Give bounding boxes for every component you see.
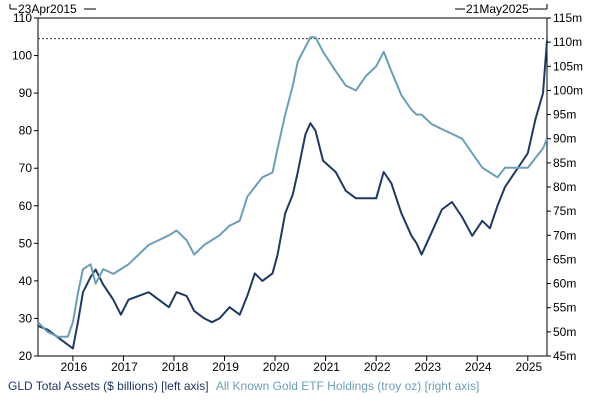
left-tick-label: 100 <box>12 49 32 63</box>
left-tick-label: 60 <box>19 199 33 213</box>
left-tick-label: 20 <box>19 349 33 363</box>
end-label-group: 21May2025 <box>455 2 548 16</box>
right-tick-label: 85m <box>553 156 576 170</box>
x-tick-label: 2020 <box>263 360 290 374</box>
right-tick-label: 100m <box>553 83 583 97</box>
right-tick-label: 105m <box>553 59 583 73</box>
right-axis: 45m 50m 55m 60m 65m 70m 75m 80m 85m 90m 95m 100m 105… <box>547 11 583 363</box>
right-tick-label: 50m <box>553 325 576 339</box>
legend-item-gld: GLD Total Assets ($ billions) [left axis… <box>8 379 209 393</box>
left-axis: 20 30 40 50 60 70 80 90 100 110 <box>12 11 38 363</box>
right-tick-label: 90m <box>553 132 576 146</box>
start-date-label: 23Apr2015 <box>18 2 77 16</box>
right-tick-label: 60m <box>553 277 576 291</box>
right-tick-label: 55m <box>553 301 576 315</box>
x-tick-label: 2025 <box>515 360 542 374</box>
left-tick-label: 110 <box>13 11 32 25</box>
series-line-0 <box>37 40 548 350</box>
right-tick-label: 75m <box>553 204 576 218</box>
left-tick-label: 40 <box>19 274 33 288</box>
series-line-1 <box>37 36 548 338</box>
x-axis: 2016 2017 2018 2019 2020 2021 2022 2023 2024 2025 <box>61 356 542 374</box>
right-tick-label: 80m <box>553 180 576 194</box>
x-tick-label: 2019 <box>212 360 239 374</box>
plot-area <box>37 17 548 357</box>
right-tick-label: 70m <box>553 228 576 242</box>
right-tick-label: 45m <box>553 349 576 363</box>
x-tick-label: 2018 <box>162 360 189 374</box>
end-date-label: 21May2025 <box>466 2 529 16</box>
left-tick-label: 70 <box>19 161 33 175</box>
x-tick-label: 2023 <box>414 360 441 374</box>
left-tick-label: 30 <box>19 311 33 325</box>
x-tick-label: 2022 <box>364 360 391 374</box>
x-tick-label: 2017 <box>111 360 138 374</box>
left-tick-label: 90 <box>19 86 33 100</box>
start-label-group: 23Apr2015 <box>9 2 96 16</box>
x-tick-label: 2024 <box>465 360 492 374</box>
x-tick-label: 2021 <box>313 360 340 374</box>
right-tick-label: 95m <box>553 108 576 122</box>
legend: GLD Total Assets ($ billions) [left axis… <box>8 379 479 393</box>
legend-item-etf: All Known Gold ETF Holdings (troy oz) [r… <box>215 379 480 393</box>
series-layer <box>37 36 548 350</box>
left-tick-label: 50 <box>19 236 33 250</box>
right-tick-label: 65m <box>553 252 576 266</box>
right-tick-label: 115m <box>553 11 582 25</box>
left-tick-label: 80 <box>19 124 33 138</box>
right-tick-label: 110m <box>553 35 582 49</box>
x-tick-label: 2016 <box>61 360 88 374</box>
